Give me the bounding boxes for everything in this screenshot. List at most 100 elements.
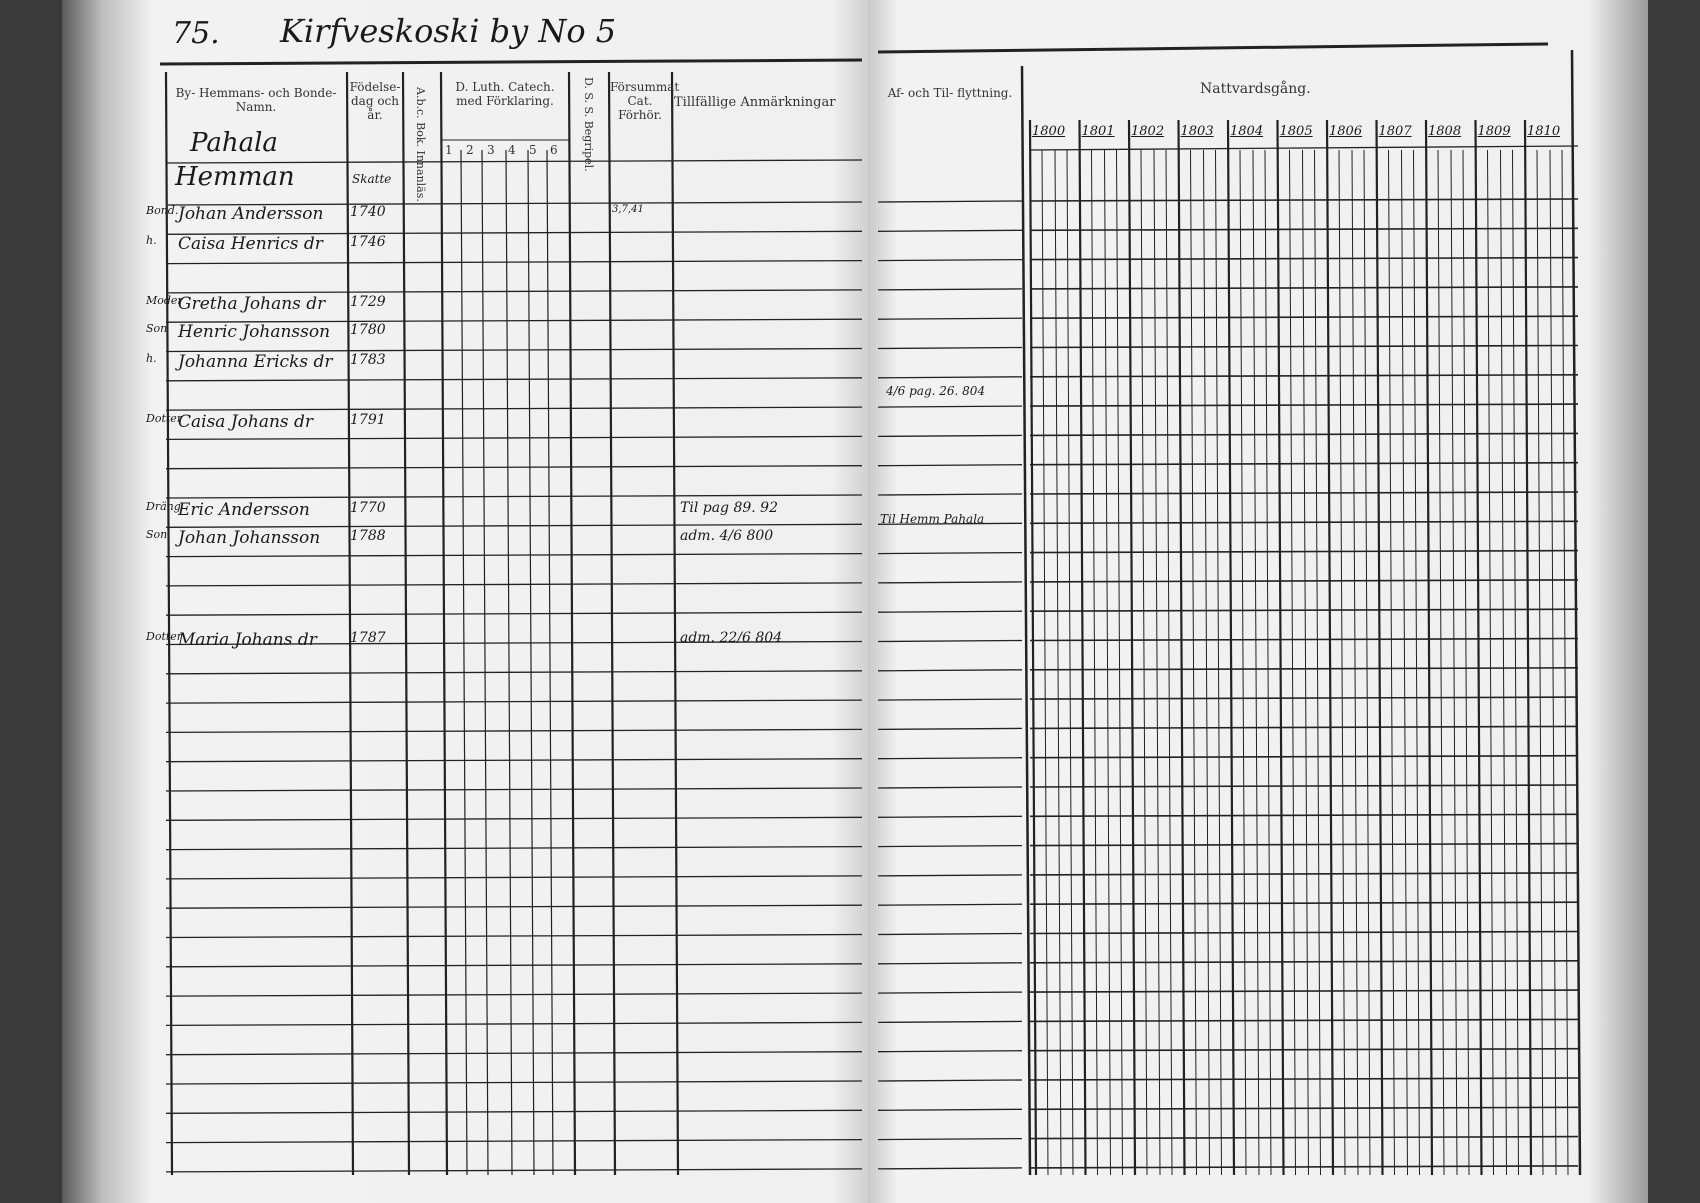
row-line	[1029, 198, 1579, 202]
entry-role: Dotter	[146, 630, 183, 643]
luther-col-label: 5	[529, 143, 537, 157]
column-line	[1041, 149, 1049, 1176]
header-missed: Försummat Cat. Förhör.	[610, 80, 680, 122]
row-line	[877, 991, 1023, 994]
row-line	[1029, 227, 1579, 232]
year-header: 1805	[1279, 124, 1313, 139]
row-line	[1029, 373, 1579, 378]
column-line	[1028, 119, 1038, 1176]
entry-name: Maria Johans dr	[178, 630, 317, 650]
row-line	[877, 698, 1023, 701]
entry-name: Caisa Henrics dr	[178, 234, 323, 254]
row-line	[165, 1080, 863, 1085]
column-line	[1190, 149, 1197, 1176]
column-line	[460, 149, 468, 1176]
row-line	[165, 289, 863, 294]
row-line	[165, 845, 863, 851]
column-line	[1127, 119, 1137, 1176]
column-line	[1325, 119, 1335, 1176]
row-line	[877, 551, 1023, 555]
page-title: Kirfveskoski by No 5	[280, 12, 617, 50]
year-header: 1809	[1477, 124, 1511, 139]
row-line	[877, 317, 1023, 320]
row-line	[877, 346, 1023, 350]
year-header: 1803	[1180, 124, 1214, 139]
row-line	[165, 347, 863, 353]
row-line	[1029, 930, 1579, 935]
year-header: 1802	[1131, 124, 1165, 139]
column-line	[1252, 149, 1260, 1176]
column-line	[1388, 149, 1395, 1176]
column-line	[1203, 149, 1210, 1176]
row-line	[1029, 608, 1579, 613]
row-line	[1029, 813, 1579, 818]
column-line	[1302, 149, 1309, 1176]
entry-name: Johan Andersson	[178, 204, 324, 224]
row-line	[165, 670, 863, 675]
farm-name: Pahala	[190, 128, 278, 158]
row-line	[1029, 579, 1579, 583]
row-line	[1029, 286, 1579, 290]
row-line	[1029, 315, 1579, 320]
entry-role: Son	[146, 528, 168, 541]
row-line	[1029, 696, 1579, 700]
row-line	[877, 639, 1023, 643]
row-line	[877, 757, 1023, 760]
row-line	[877, 405, 1023, 408]
year-header: 1801	[1081, 124, 1115, 139]
column-line	[1020, 65, 1032, 1176]
row-line	[877, 376, 1023, 379]
row-line	[1029, 754, 1579, 759]
column-line	[1351, 149, 1359, 1176]
entry-birth-year: 1746	[350, 234, 386, 250]
header-dss: D. S. S. Begripel.	[582, 77, 595, 172]
entry-role: Son	[146, 322, 168, 335]
top-rule	[159, 58, 863, 66]
row-line	[1029, 959, 1579, 964]
row-line	[877, 258, 1023, 262]
column-line	[439, 71, 449, 1176]
row-line	[165, 552, 863, 558]
entry-role: Bond.	[146, 204, 179, 217]
row-line	[877, 1167, 1023, 1170]
row-line	[1029, 432, 1579, 437]
entry-name: Gretha Johans dr	[178, 294, 326, 314]
row-line	[165, 933, 863, 939]
year-header: 1810	[1527, 124, 1561, 139]
row-line	[877, 815, 1023, 818]
row-line	[877, 874, 1023, 877]
entry-birth-year: 1783	[350, 352, 386, 368]
row-line	[165, 640, 863, 646]
top-rule	[877, 42, 1549, 54]
row-line	[1029, 491, 1579, 495]
row-line	[165, 1021, 863, 1027]
row-line	[877, 464, 1023, 467]
column-line	[1289, 149, 1296, 1176]
column-line	[1054, 149, 1062, 1176]
row-line	[877, 844, 1023, 848]
year-header: 1800	[1032, 124, 1066, 139]
moving-note: 4/6 pag. 26. 804	[886, 384, 986, 398]
row-line	[1029, 1047, 1579, 1052]
header-name: By- Hemmans- och Bonde-Namn.	[175, 86, 337, 114]
column-line	[1239, 149, 1247, 1176]
row-line	[877, 288, 1023, 291]
entry-birth-year: 1770	[350, 500, 386, 516]
row-line	[165, 1138, 863, 1144]
column-line	[1462, 149, 1470, 1176]
column-line	[1375, 119, 1384, 1176]
row-line	[165, 963, 863, 968]
column-line	[1424, 119, 1434, 1176]
entry-role: h.	[146, 234, 157, 247]
column-line	[1474, 119, 1483, 1176]
entry-name: Caisa Johans dr	[178, 412, 314, 432]
header-abc: A.b.c. Bok. Innanläs.	[414, 87, 427, 202]
column-line	[1437, 149, 1445, 1176]
row-line	[165, 582, 863, 587]
row-line	[877, 610, 1023, 613]
year-header: 1808	[1428, 124, 1462, 139]
column-line	[607, 71, 617, 1176]
column-line	[1450, 149, 1458, 1176]
luther-col-label: 6	[550, 143, 558, 157]
entry-name: Johanna Ericks dr	[178, 352, 333, 372]
